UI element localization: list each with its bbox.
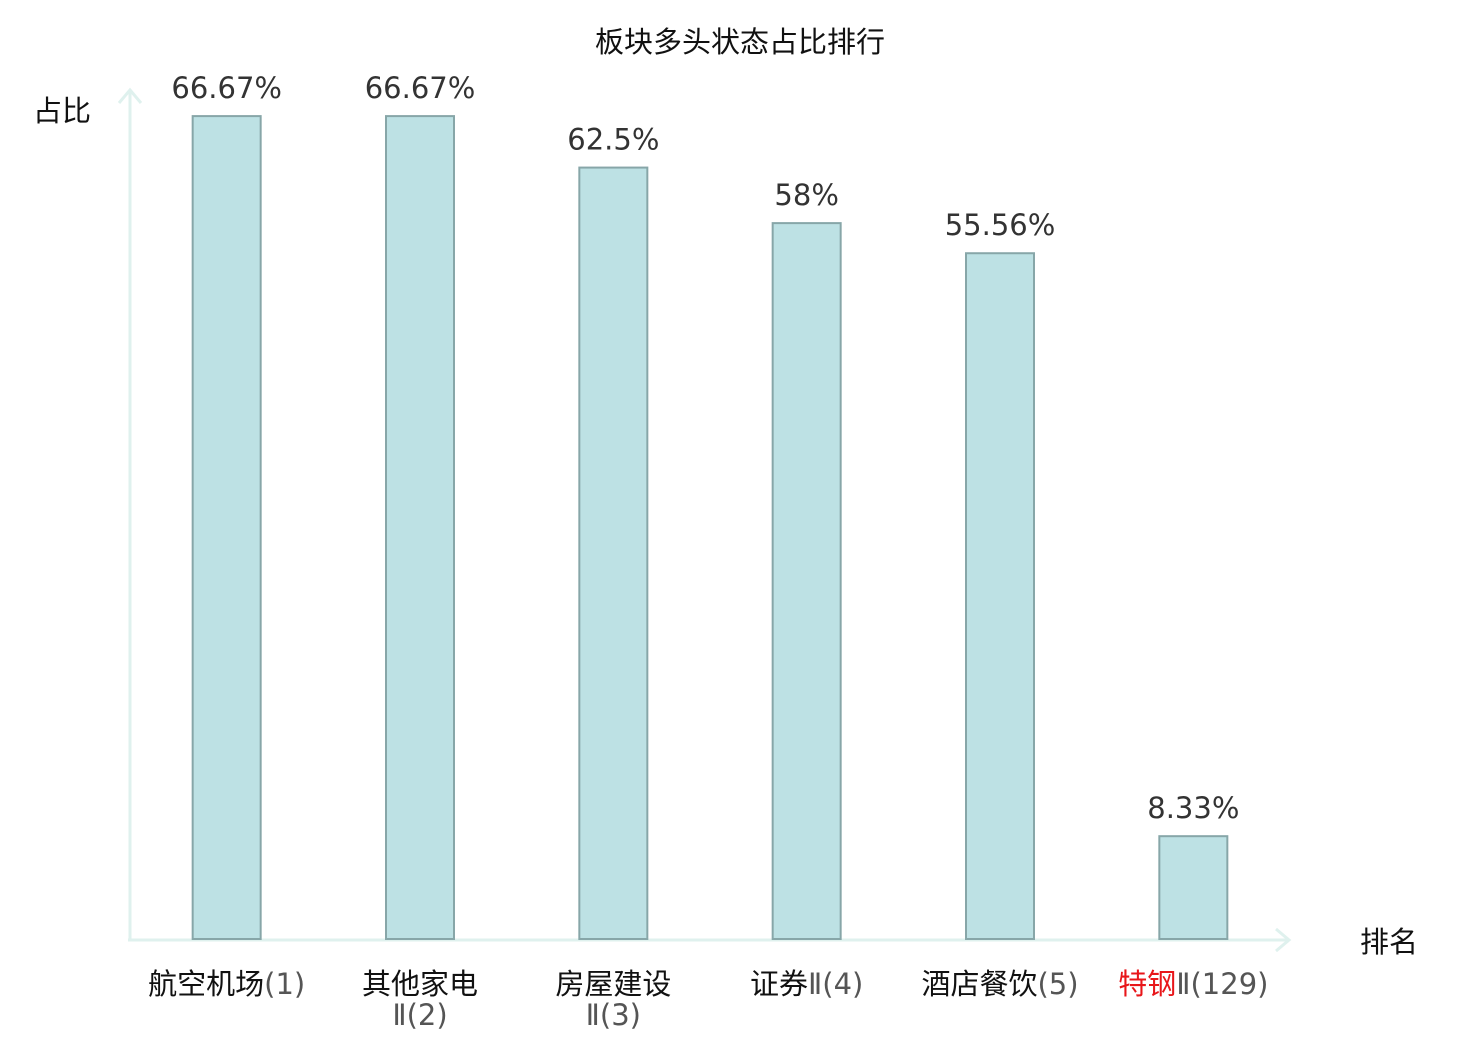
x-tick-label-5: 酒店餐饮(5) bbox=[921, 967, 1078, 1001]
value-label-4: 58% bbox=[774, 178, 838, 212]
bar-2 bbox=[385, 115, 455, 941]
x-tick-suffix-5: (5) bbox=[1037, 967, 1078, 1001]
value-label-3: 62.5% bbox=[567, 123, 659, 157]
x-tick-label-3: 房屋建设 bbox=[555, 967, 671, 1001]
x-tick-suffix-4: Ⅱ(4) bbox=[808, 967, 863, 1001]
y-axis-arrow bbox=[117, 87, 143, 104]
x-tick-label-4: 证券Ⅱ(4) bbox=[750, 967, 863, 1001]
value-label-2: 66.67% bbox=[365, 71, 476, 105]
x-tick-name-6: 特钢 bbox=[1118, 967, 1176, 1001]
bar-5 bbox=[965, 252, 1035, 941]
bar-4 bbox=[771, 222, 842, 941]
x-tick-label-1: 航空机场(1) bbox=[148, 967, 305, 1001]
x-tick-name-5: 酒店餐饮 bbox=[921, 967, 1037, 1001]
bar-1 bbox=[191, 115, 262, 941]
chart-title: 板块多头状态占比排行 bbox=[595, 25, 885, 59]
y-axis-title: 占比 bbox=[33, 94, 91, 128]
x-tick-name-1: 航空机场 bbox=[148, 967, 264, 1001]
x-tick-label-6: 特钢Ⅱ(129) bbox=[1118, 967, 1268, 1001]
value-label-5: 55.56% bbox=[945, 208, 1056, 242]
x-tick-label-line2-3: Ⅱ(3) bbox=[586, 998, 641, 1032]
x-tick-suffix-1: (1) bbox=[264, 967, 305, 1001]
x-axis-arrow bbox=[1275, 927, 1292, 953]
value-label-1: 66.67% bbox=[171, 71, 282, 105]
value-label-6: 8.33% bbox=[1147, 791, 1239, 825]
x-tick-name-4: 证券 bbox=[750, 967, 808, 1001]
bar-3 bbox=[578, 166, 649, 941]
x-tick-name-3: 房屋建设 bbox=[555, 967, 671, 1001]
x-tick-label-line2-2: Ⅱ(2) bbox=[392, 998, 447, 1032]
bar-6 bbox=[1158, 835, 1229, 941]
x-tick-label-2: 其他家电 bbox=[362, 967, 478, 1001]
x-axis-title: 排名 bbox=[1360, 925, 1418, 959]
x-tick-name-2: 其他家电 bbox=[362, 967, 478, 1001]
x-tick-suffix-6: Ⅱ(129) bbox=[1176, 967, 1268, 1001]
